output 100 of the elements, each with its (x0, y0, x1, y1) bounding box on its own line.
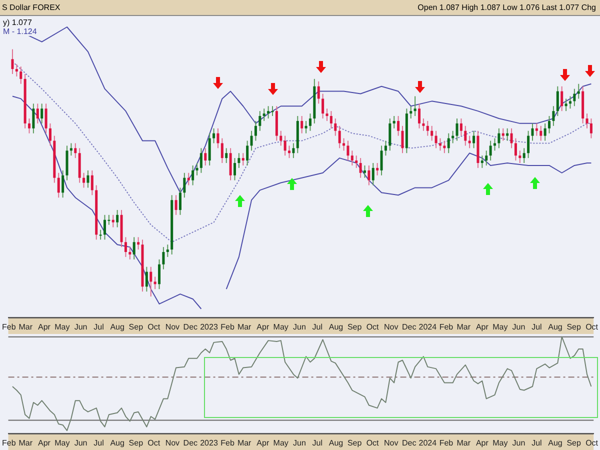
candlestick (326, 108, 328, 122)
x-tick-label: Sep (128, 438, 144, 448)
candlestick (292, 142, 295, 159)
x-tick-label: Sep (566, 438, 582, 448)
candlestick (112, 214, 114, 228)
candlestick (401, 125, 404, 154)
candlestick (166, 244, 169, 258)
x-tick-label: Apr (38, 322, 51, 332)
x-tick-label: Apr (476, 438, 489, 448)
candlestick (288, 145, 291, 159)
candlestick (15, 64, 18, 77)
candlestick (284, 135, 286, 156)
candlestick (208, 132, 211, 166)
text: Open 1.087 High 1.087 Low 1.076 Last 1.077 Chg (418, 2, 596, 14)
candlestick (414, 96, 416, 117)
candlestick (502, 128, 504, 142)
candlestick (246, 140, 249, 166)
x-tick-label: Aug (548, 438, 562, 448)
candlestick (20, 66, 22, 84)
candlestick (464, 125, 467, 146)
candlestick (480, 155, 484, 168)
x-tick-label: Mar (456, 322, 471, 332)
candlestick (90, 170, 94, 196)
x-tick-label: Jul (532, 438, 542, 448)
candlestick (178, 187, 182, 216)
x-tick-label: May (492, 438, 508, 448)
candlestick (447, 132, 450, 154)
candlestick (568, 96, 572, 110)
candlestick (267, 106, 270, 119)
candlestick (434, 130, 438, 149)
candlestick (338, 125, 341, 149)
candlestick (518, 150, 522, 164)
candlestick (262, 108, 266, 122)
x-tick-label: 2023 (200, 438, 218, 448)
candlestick (74, 142, 77, 159)
x-tick-label: Jul (312, 438, 323, 448)
x-tick-label: Dec (402, 438, 416, 448)
candlestick (145, 266, 148, 292)
candlestick (438, 138, 442, 152)
candlestick (137, 236, 140, 250)
x-tick-label: May (273, 322, 288, 332)
candlestick (233, 158, 236, 181)
candlestick (70, 142, 72, 156)
candlestick (317, 80, 320, 104)
candlestick (548, 116, 551, 134)
candlestick (57, 172, 60, 198)
x-tick-label: May (54, 322, 70, 332)
candlestick (376, 162, 379, 176)
candlestick (506, 128, 509, 142)
x-tick-label: Jul (532, 322, 542, 332)
candlestick (308, 113, 312, 132)
x-tick-label: Apr (38, 438, 51, 448)
candlestick (116, 209, 119, 228)
candlestick (44, 103, 48, 134)
x-tick-label: May (54, 438, 70, 448)
candlestick (590, 118, 592, 139)
candlestick (154, 276, 156, 290)
candlestick (355, 155, 358, 168)
x-tick-label: May (492, 322, 508, 332)
text: M - 1.124 (2, 27, 38, 36)
candlestick (514, 138, 517, 162)
candlestick (485, 150, 488, 166)
x-tick-label: Nov (384, 322, 398, 332)
candlestick (498, 128, 500, 149)
candlestick (384, 140, 387, 156)
candlestick (564, 98, 568, 112)
candlestick (372, 162, 374, 186)
x-tick-label: Jun (292, 438, 306, 448)
candlestick (280, 130, 282, 146)
x-tick-label: Jun (74, 438, 88, 448)
candlestick (418, 103, 421, 129)
x-tick-label: Nov (165, 322, 180, 332)
candlestick (392, 116, 396, 129)
candlestick (510, 128, 513, 149)
candlestick (493, 138, 496, 152)
candlestick (586, 113, 588, 129)
candlestick (254, 120, 257, 142)
x-tick-label: Feb (220, 322, 235, 332)
candlestick (40, 103, 44, 124)
candlestick (522, 148, 526, 164)
x-tick-label: 2024 (418, 438, 438, 448)
candlestick (452, 130, 454, 144)
x-tick-label: Jun (292, 322, 306, 332)
x-tick-label: Mar (456, 438, 471, 448)
x-tick-label: Mar (237, 438, 252, 448)
candlestick (334, 118, 337, 136)
candlestick (212, 128, 216, 144)
candlestick (540, 125, 542, 142)
x-tick-label: Aug (110, 322, 124, 332)
candlestick (430, 125, 434, 142)
x-tick-label: Feb (439, 322, 454, 332)
candlestick (103, 214, 106, 240)
candlestick (556, 86, 559, 117)
candlestick (300, 116, 304, 134)
candlestick (577, 83, 580, 100)
candlestick (560, 86, 564, 112)
candlestick (36, 103, 39, 124)
candlestick (552, 106, 555, 126)
candlestick (174, 194, 178, 216)
candlestick (124, 236, 127, 258)
